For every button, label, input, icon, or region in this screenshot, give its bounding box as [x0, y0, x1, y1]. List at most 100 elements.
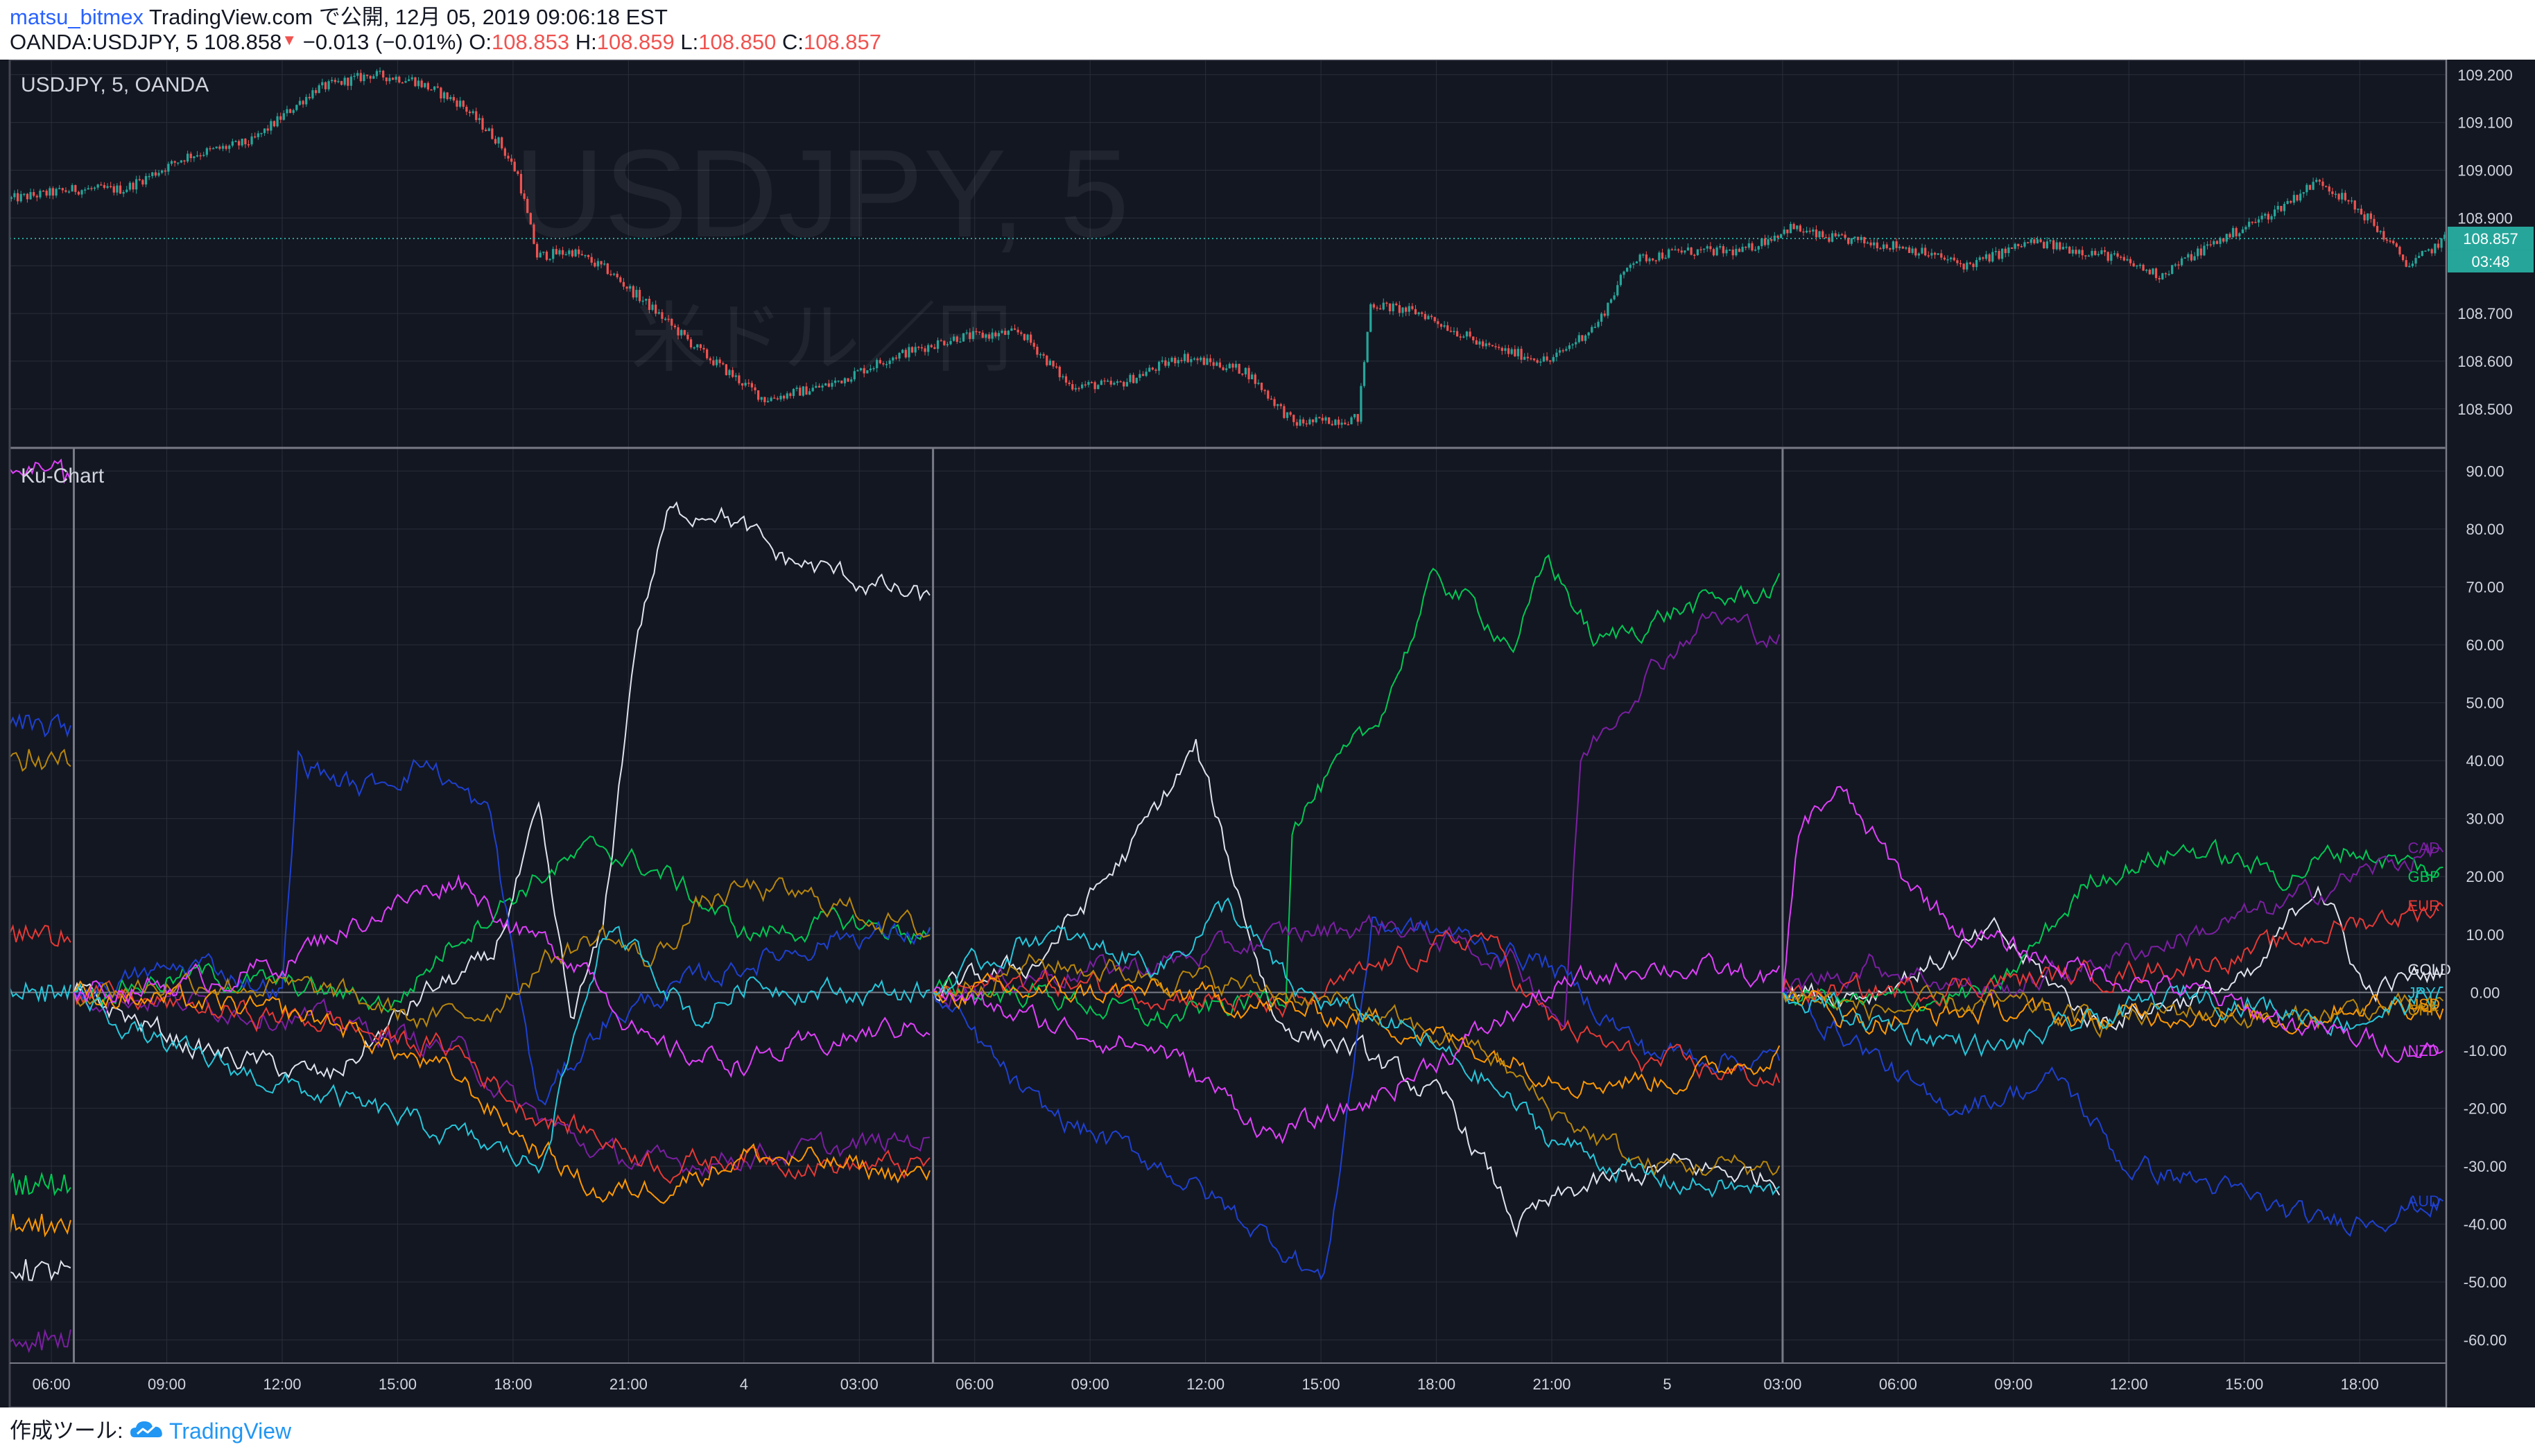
candle-body	[1408, 306, 1410, 312]
candle-body	[2203, 245, 2206, 256]
candle-body	[103, 184, 106, 188]
candle-body	[363, 74, 365, 81]
candle-body	[1735, 248, 1738, 256]
candle-body	[1619, 275, 1623, 286]
candle-body	[2225, 234, 2228, 242]
candle-body	[199, 155, 202, 157]
candle-body	[1350, 417, 1353, 424]
candle-body	[318, 85, 320, 94]
candle-body	[1982, 257, 1984, 259]
candle-body	[1141, 374, 1145, 376]
chart-area[interactable]: USDJPY, 5 米ドル／円 GOLD GBP CAD AUD EUR USDCHFJP…	[0, 60, 2535, 1407]
candle-body	[1421, 312, 1424, 314]
candle-body	[1869, 242, 1872, 245]
candle-body	[93, 187, 96, 189]
candle-body	[475, 111, 478, 121]
candle-body	[1321, 417, 1324, 421]
ku-line-gbp-segment	[73, 835, 931, 1013]
candle-body	[971, 331, 975, 339]
candle-body	[1485, 343, 1487, 347]
candle-body	[167, 164, 170, 172]
candle-body	[193, 156, 196, 159]
low-value: 108.850	[698, 30, 777, 54]
candle-body	[10, 197, 12, 199]
candle-body	[1465, 331, 1469, 337]
ku-value-axis[interactable]: 90.00 80.00 70.00 60.00 50.00 40.00 30.00 20.00…	[2464, 462, 2507, 1349]
ku-tick-label: -10.00	[2464, 1042, 2507, 1059]
top-pane-legend[interactable]: USDJPY, 5, OANDA	[21, 73, 209, 96]
candle-body	[440, 87, 442, 98]
candle-body	[1106, 381, 1109, 382]
author-link[interactable]: matsu_bitmex	[10, 5, 144, 29]
candle-body	[96, 184, 99, 188]
candle-body	[1020, 332, 1023, 334]
candle-body	[1180, 360, 1183, 361]
watermark-description: 米ドル／円	[631, 294, 1012, 383]
candle-body	[2052, 240, 2055, 250]
candle-body	[1437, 321, 1439, 324]
candle-body	[1238, 363, 1240, 374]
candle-body	[609, 274, 612, 275]
candle-body	[1139, 374, 1141, 378]
series-end-label-gold: GOLD	[2408, 961, 2451, 978]
candle-body	[2106, 252, 2109, 261]
candle-body	[792, 388, 795, 397]
candle-body	[933, 347, 936, 349]
candle-body	[1930, 252, 1933, 256]
candle-body	[2077, 250, 2081, 254]
candle-body	[2398, 246, 2401, 255]
candle-body	[481, 118, 484, 130]
candle-body	[574, 249, 577, 257]
candle-body	[228, 146, 231, 149]
candle-body	[1966, 262, 1969, 270]
tradingview-brand[interactable]: TradingView	[169, 1419, 292, 1444]
candle-body	[379, 71, 381, 72]
candle-body	[786, 393, 788, 399]
candle-body	[667, 318, 670, 320]
bottom-pane-legend[interactable]: Ku-Chart	[21, 465, 105, 487]
candle-body	[997, 333, 1001, 337]
candle-body	[953, 336, 955, 341]
candle-body	[901, 349, 904, 353]
candle-body	[1507, 348, 1510, 354]
ku-line-chf-segment	[9, 748, 71, 772]
time-axis[interactable]: 06:00 09:00 12:00 15:00 18:00 21:00 4 03:00 06:0…	[33, 1376, 2379, 1393]
candle-body	[1991, 252, 1994, 262]
tradingview-logo-icon[interactable]	[129, 1416, 165, 1444]
candle-body	[260, 132, 263, 135]
time-tick-label: 15:00	[1302, 1376, 1340, 1393]
candle-body	[535, 243, 539, 258]
candle-body	[1277, 404, 1279, 406]
candle-body	[2097, 254, 2100, 255]
candle-body	[555, 249, 557, 254]
candle-body	[596, 261, 600, 267]
candle-body	[1161, 360, 1163, 362]
ku-tick-label: 50.00	[2466, 695, 2504, 712]
candle-body	[2059, 242, 2061, 250]
candle-body	[2142, 264, 2145, 271]
chart-background	[0, 60, 2535, 1407]
candle-body	[1186, 354, 1189, 363]
candle-body	[478, 118, 481, 121]
candle-body	[122, 191, 125, 194]
candle-body	[1520, 349, 1523, 360]
candle-body	[1940, 253, 1943, 258]
candle-body	[1078, 388, 1080, 390]
candle-body	[1151, 367, 1154, 370]
candle-body	[1763, 238, 1767, 245]
candle-body	[1709, 246, 1712, 250]
candle-body	[529, 213, 532, 225]
candle-body	[154, 172, 157, 176]
candle-body	[311, 90, 314, 98]
candle-body	[2138, 264, 2142, 266]
price-tick-label: 108.900	[2457, 209, 2513, 227]
ku-line-nzd-segment	[73, 874, 931, 1078]
candle-body	[1113, 383, 1116, 385]
candle-body	[1469, 331, 1471, 337]
candle-body	[2315, 180, 2318, 182]
candle-body	[1998, 250, 2000, 259]
time-tick-label: 06:00	[33, 1376, 71, 1393]
candle-body	[1353, 414, 1356, 417]
candle-body	[35, 196, 38, 198]
candle-body	[494, 139, 497, 144]
